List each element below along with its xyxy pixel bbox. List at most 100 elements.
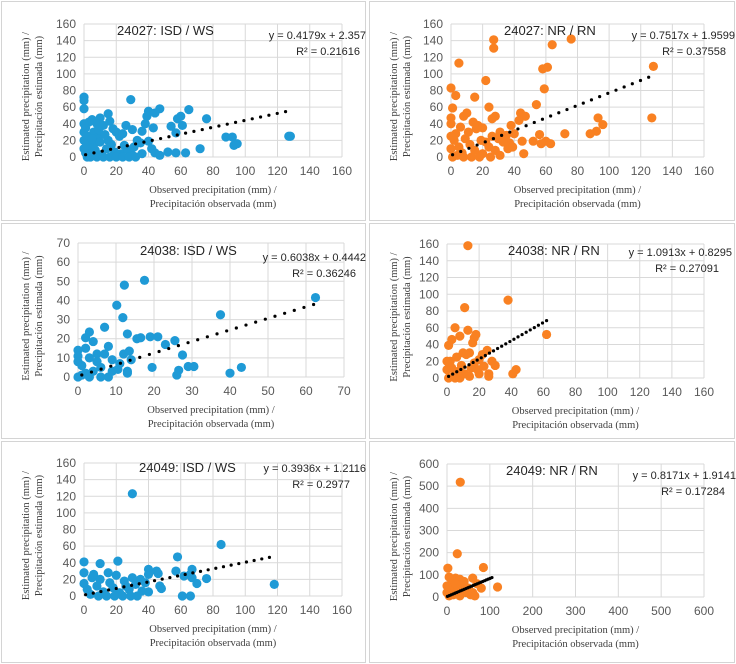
data-point — [153, 568, 163, 579]
x-tick-label: 100 — [235, 164, 255, 178]
x-axis-title-es: Precipitación observada (mm) — [150, 199, 277, 210]
data-point — [534, 129, 545, 140]
trendline-dot — [463, 365, 467, 369]
data-point — [201, 573, 212, 584]
trendline-dot — [275, 111, 279, 116]
trendline — [80, 302, 316, 377]
trendline-dot — [99, 589, 103, 594]
chart-panel: 0 20 40 60 80 100 120 140 160 0 20 40 60 80 100 120 140 1… — [1, 441, 366, 663]
trendline-dot — [532, 120, 536, 125]
trendline-dot — [142, 140, 146, 144]
data-point — [536, 139, 546, 149]
trendline-dot — [186, 341, 190, 345]
data-point — [566, 34, 576, 44]
y-tick-label: 20 — [430, 133, 444, 147]
trendline-dot — [191, 571, 195, 575]
trendline-dot — [312, 302, 316, 307]
y-tick-label: 140 — [419, 254, 439, 268]
x-tick-label: 0 — [81, 603, 88, 617]
x-tick-label: 40 — [508, 164, 522, 178]
y-tick-label: 200 — [419, 546, 439, 560]
trendline-dot — [109, 147, 113, 151]
trendline-dot — [229, 563, 233, 567]
data-point — [171, 566, 181, 576]
y-tick-label: 600 — [419, 457, 439, 471]
x-tick-label: 30 — [185, 384, 199, 398]
trendline-dot — [117, 145, 121, 150]
data-point — [442, 356, 452, 366]
trendline-dot — [565, 107, 569, 112]
data-point — [452, 549, 462, 559]
data-point — [155, 150, 165, 160]
trendline-dot — [167, 346, 171, 351]
x-tick-label: 80 — [206, 164, 220, 178]
y-tick-label: 100 — [419, 568, 439, 582]
data-point — [92, 349, 102, 359]
data-point — [148, 123, 158, 133]
data-point — [122, 329, 132, 339]
trendline-dot — [225, 122, 229, 126]
y-axis-title-es: Precipitación estimada (mm) — [402, 256, 413, 378]
y-tick-label: 0 — [69, 589, 76, 603]
r-squared-label: R² = 0.21616 — [296, 46, 360, 58]
trendline-dot — [129, 583, 134, 587]
trendline — [84, 110, 288, 157]
data-point — [514, 115, 524, 126]
y-tick-label: 0 — [63, 370, 70, 384]
data-point — [100, 129, 110, 140]
data-point — [145, 332, 155, 342]
y-tick-label: 0 — [436, 150, 443, 164]
data-point — [503, 295, 513, 305]
data-point — [490, 360, 500, 371]
data-point — [470, 92, 480, 102]
data-point — [118, 152, 128, 162]
trendline-dot — [490, 575, 494, 580]
trendline-dot — [267, 113, 271, 117]
y-axis-title: Estimated precipitation (mm) / — [21, 32, 32, 161]
x-axis-title: Observed precipitation (mm) / — [514, 185, 642, 196]
data-point — [108, 124, 118, 134]
data-points — [79, 92, 295, 162]
data-point — [79, 557, 89, 567]
trendline-dot — [244, 323, 248, 327]
x-tick-label: 500 — [651, 604, 671, 618]
data-point — [100, 322, 110, 332]
data-point — [460, 303, 470, 313]
y-tick-label: 120 — [56, 50, 76, 64]
trendline-dot — [208, 126, 213, 130]
data-point — [225, 368, 235, 378]
data-point — [593, 113, 603, 123]
chart-title: 24038: NR / RN — [508, 243, 600, 258]
y-tick-label: 10 — [57, 351, 71, 365]
data-point — [140, 119, 150, 129]
trendline-dot — [504, 342, 508, 346]
data-point — [489, 43, 499, 53]
trendline — [445, 575, 494, 598]
data-point — [103, 341, 113, 351]
trendline — [84, 555, 272, 597]
data-point — [143, 136, 154, 146]
data-point — [93, 124, 104, 135]
data-point — [166, 121, 176, 131]
trendline-dot — [134, 142, 138, 146]
data-point — [89, 569, 99, 579]
trendline — [447, 319, 549, 378]
data-point — [118, 591, 128, 601]
x-tick-label: 20 — [476, 164, 490, 178]
x-tick-label: 70 — [337, 384, 351, 398]
data-point — [100, 349, 110, 359]
trendline-dot — [549, 114, 553, 118]
data-point — [140, 578, 150, 588]
trendline-dot — [183, 572, 187, 577]
x-tick-label: 100 — [235, 603, 255, 617]
data-point — [450, 323, 460, 333]
trendline-dot — [145, 580, 149, 584]
r-squared-label: R² = 0.37558 — [662, 46, 726, 58]
y-axis-title-es: Precipitación estimada (mm) — [402, 35, 413, 157]
trendline-dot — [589, 98, 594, 102]
trendline-dot — [118, 361, 123, 365]
trendline-dot — [500, 133, 504, 137]
data-point — [127, 124, 137, 135]
data-point — [107, 355, 117, 365]
trendline-dot — [544, 319, 549, 323]
